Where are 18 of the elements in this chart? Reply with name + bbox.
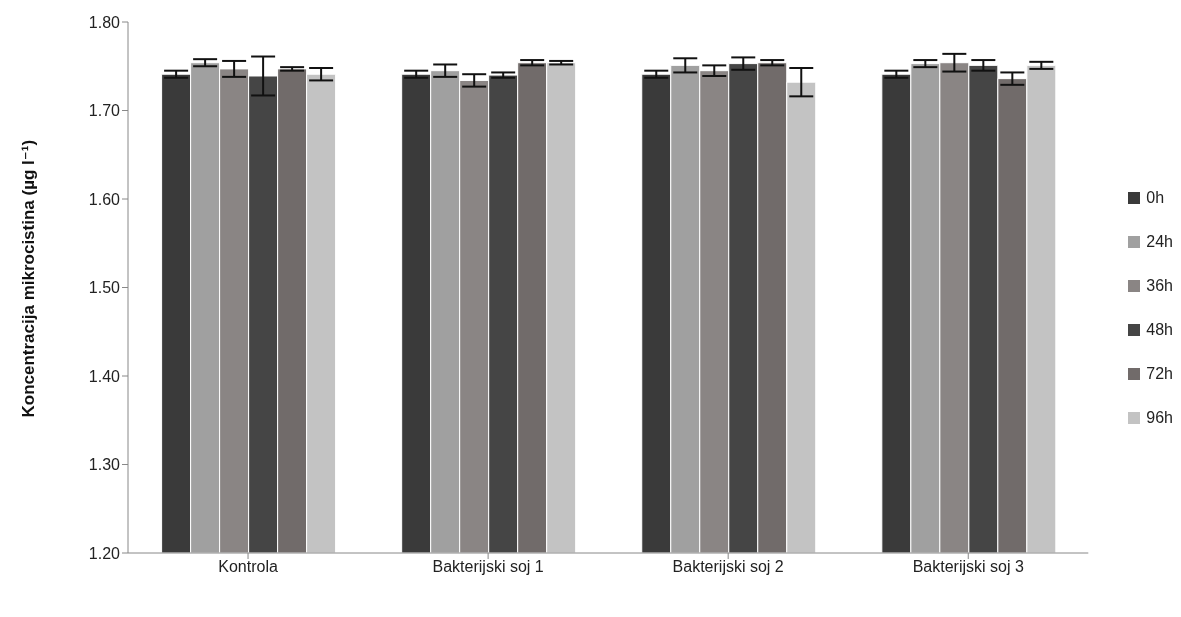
y-tick-label: 1.80 <box>88 13 121 31</box>
y-tick-label: 1.70 <box>88 102 121 120</box>
legend-label: 24h <box>1146 233 1173 251</box>
y-tick-label: 1.30 <box>88 456 121 474</box>
legend-label: 96h <box>1146 409 1173 427</box>
legend-label: 36h <box>1146 277 1173 295</box>
x-tick-label: Kontrola <box>218 558 278 576</box>
x-tick-label: Bakterijski soj 2 <box>672 558 784 576</box>
y-tick-label: 1.20 <box>88 544 121 562</box>
y-tick-label: 1.50 <box>88 279 121 297</box>
legend-label: 72h <box>1146 365 1173 383</box>
legend-label: 0h <box>1146 189 1165 207</box>
y-tick-label: 1.40 <box>88 367 121 385</box>
y-tick-label: 1.60 <box>88 190 121 208</box>
legend-label: 48h <box>1146 321 1173 339</box>
x-tick-label: Bakterijski soj 3 <box>912 558 1024 576</box>
x-tick-label: Bakterijski soj 1 <box>432 558 544 576</box>
y-axis-title: Koncentracija mikrocistina (µg l⁻¹) <box>19 139 39 418</box>
